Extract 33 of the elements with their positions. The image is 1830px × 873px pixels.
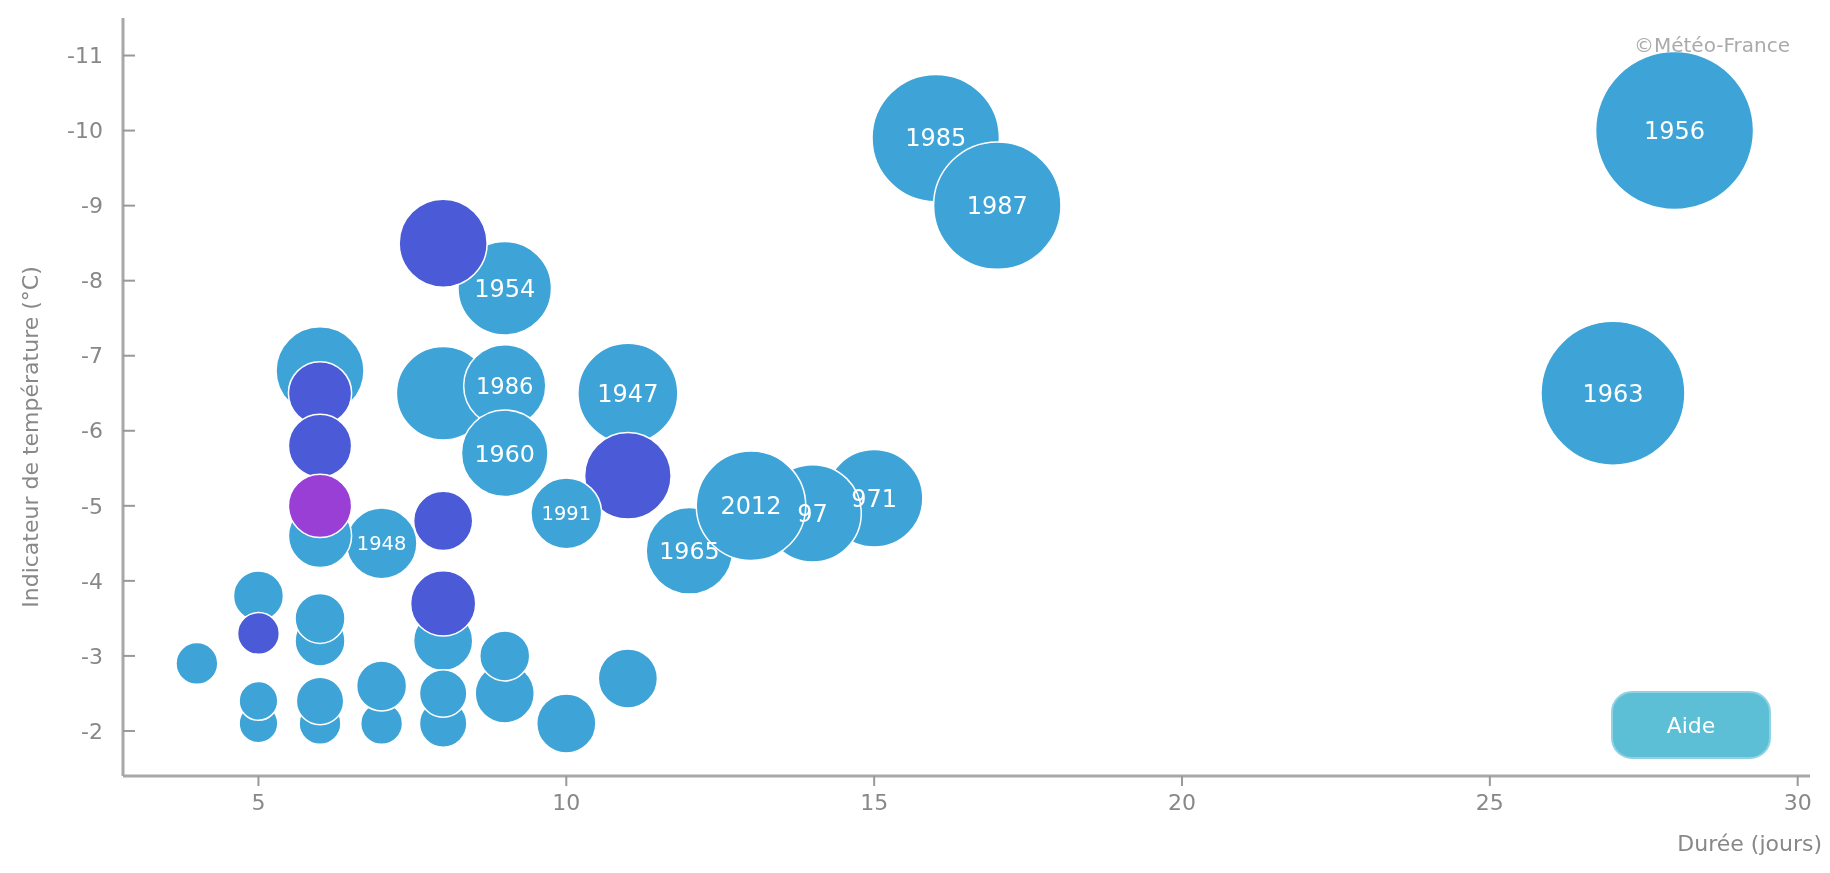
y-tick-label: -4	[81, 568, 103, 594]
series-label: 1986	[476, 372, 534, 399]
x-tick-label: 5	[251, 790, 266, 815]
series-label: 1987	[966, 192, 1028, 221]
annotation: ©Météo-France	[1633, 33, 1790, 57]
series-label: 1965	[659, 537, 720, 566]
y-tick-label: -8	[81, 268, 103, 294]
y-tick-label: -11	[67, 43, 103, 69]
x-tick-label: 30	[1783, 790, 1812, 815]
y-tick-label: -7	[81, 343, 103, 369]
x-tick-label: 15	[860, 790, 889, 815]
series-label: 1963	[1582, 379, 1644, 408]
y-axis-title: Indicateur de température (°C)	[18, 266, 43, 608]
y-tick-label: -5	[81, 493, 103, 519]
annotation: Aide	[1666, 712, 1716, 738]
series-label: 1947	[597, 379, 659, 408]
series-label: 1991	[541, 502, 592, 526]
series-label: 2012	[720, 492, 782, 521]
y-tick-label: -3	[81, 643, 103, 669]
y-tick-label: -9	[81, 193, 103, 219]
series-label: 1948	[356, 532, 407, 556]
y-tick-label: -6	[81, 418, 103, 444]
x-tick-label: 20	[1167, 790, 1196, 815]
help-button: Aide	[1611, 691, 1771, 759]
series-label: 1960	[474, 439, 535, 468]
x-tick-label: 10	[552, 790, 581, 815]
series-label: 1956	[1644, 116, 1706, 145]
x-tick-label: 25	[1475, 790, 1504, 815]
y-tick-label: -10	[67, 118, 103, 144]
x-axis-title: Durée (jours)	[1677, 831, 1822, 856]
y-tick-label: -2	[81, 718, 103, 744]
series-label: 1985	[905, 124, 967, 153]
series-label: 1954	[474, 274, 536, 303]
